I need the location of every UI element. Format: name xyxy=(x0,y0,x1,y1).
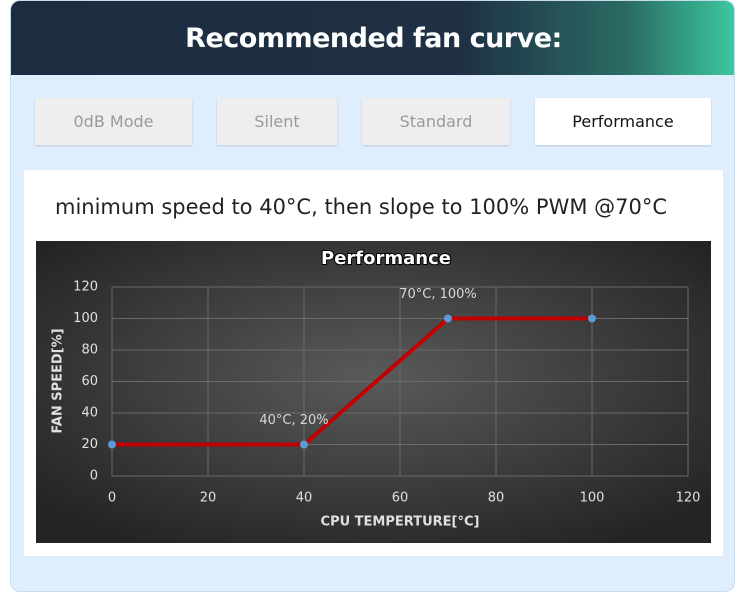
y-tick-label: 20 xyxy=(81,437,98,452)
y-tick-label: 100 xyxy=(73,311,98,326)
y-tick-label: 60 xyxy=(81,374,98,389)
chart-title: Performance xyxy=(321,248,451,269)
x-axis-label: CPU TEMPERTURE[°C] xyxy=(321,515,480,530)
data-point xyxy=(444,314,452,323)
chart: Performance CPU TEMPERTURE[°C] FAN SPEED… xyxy=(36,241,711,543)
description: minimum speed to 40°C, then slope to 100… xyxy=(55,195,668,219)
tab[interactable]: Performance xyxy=(535,98,711,145)
tab[interactable]: Standard xyxy=(362,98,510,145)
data-point xyxy=(108,440,116,449)
x-tick-label: 0 xyxy=(108,491,116,506)
x-tick-label: 120 xyxy=(676,491,701,506)
data-label: 70°C, 100% xyxy=(399,287,477,302)
header: Recommended fan curve: xyxy=(11,1,734,75)
y-tick-label: 80 xyxy=(81,343,98,358)
x-tick-label: 80 xyxy=(488,491,505,506)
y-tick-label: 120 xyxy=(73,280,98,295)
chart-background xyxy=(36,241,711,543)
x-tick-label: 20 xyxy=(200,491,217,506)
tab[interactable]: Silent xyxy=(217,98,337,145)
y-axis-label: FAN SPEED[%] xyxy=(51,328,66,433)
x-tick-label: 100 xyxy=(580,491,605,506)
data-point xyxy=(588,314,596,323)
x-tick-label: 40 xyxy=(296,491,313,506)
y-tick-label: 40 xyxy=(81,406,98,421)
y-tick-label: 0 xyxy=(90,469,98,484)
data-point xyxy=(300,440,308,449)
header-title: Recommended fan curve: xyxy=(185,23,562,54)
line xyxy=(112,316,592,447)
tab[interactable]: 0dB Mode xyxy=(35,98,192,145)
data-label: 40°C, 20% xyxy=(259,413,328,428)
x-tick-label: 60 xyxy=(392,491,409,506)
